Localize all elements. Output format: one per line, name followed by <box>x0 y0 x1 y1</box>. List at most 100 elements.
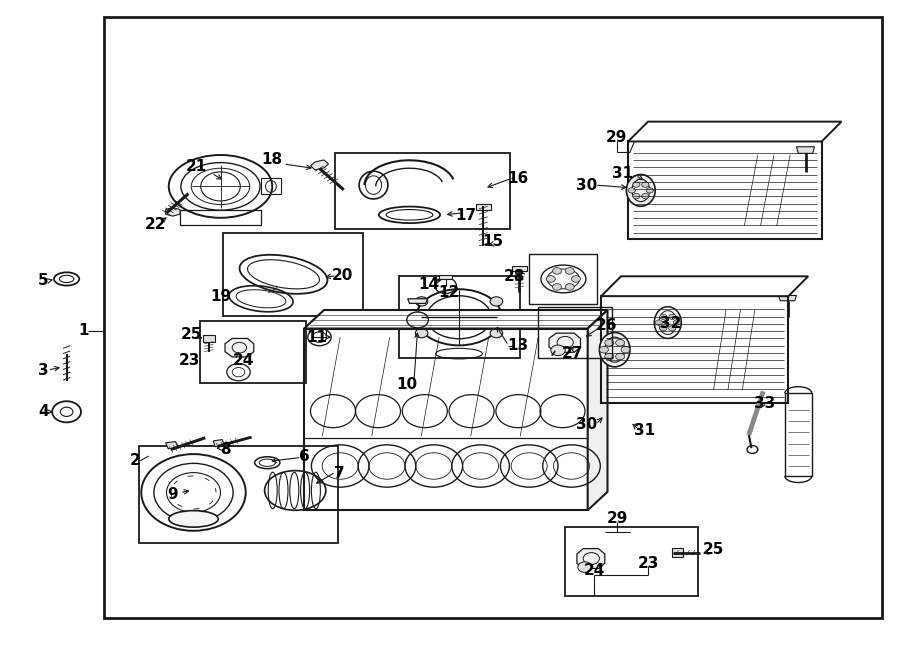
Bar <box>399 276 520 358</box>
Text: 18: 18 <box>261 153 283 167</box>
Circle shape <box>633 182 640 187</box>
Text: 13: 13 <box>507 338 528 353</box>
Text: 2: 2 <box>130 453 140 468</box>
Polygon shape <box>408 299 427 303</box>
Polygon shape <box>166 208 180 216</box>
Circle shape <box>605 353 614 360</box>
Text: 11: 11 <box>306 330 328 344</box>
Bar <box>785 393 812 476</box>
Circle shape <box>415 329 428 338</box>
Circle shape <box>669 326 676 331</box>
Text: 30: 30 <box>576 417 598 432</box>
Bar <box>180 210 261 225</box>
Text: 28: 28 <box>504 269 526 284</box>
Text: 9: 9 <box>167 487 178 502</box>
Ellipse shape <box>599 332 630 367</box>
Bar <box>223 233 363 316</box>
Text: 17: 17 <box>455 208 477 223</box>
Bar <box>200 321 306 383</box>
Circle shape <box>646 188 653 193</box>
Text: 26: 26 <box>596 318 617 332</box>
Text: 7: 7 <box>334 467 345 481</box>
Circle shape <box>642 182 649 187</box>
Text: 23: 23 <box>637 556 659 570</box>
Polygon shape <box>304 310 608 329</box>
Polygon shape <box>476 204 491 210</box>
Text: 33: 33 <box>754 396 776 410</box>
Ellipse shape <box>626 175 655 206</box>
Polygon shape <box>310 160 328 170</box>
Text: 30: 30 <box>576 178 598 192</box>
Text: 19: 19 <box>210 289 231 303</box>
Text: 22: 22 <box>145 217 166 232</box>
Text: 3: 3 <box>38 363 49 377</box>
Text: 4: 4 <box>38 405 49 419</box>
Text: 6: 6 <box>299 449 310 463</box>
Text: 25: 25 <box>181 327 202 342</box>
Text: 5: 5 <box>38 274 49 288</box>
Circle shape <box>551 345 565 356</box>
Text: 32: 32 <box>660 317 681 331</box>
Circle shape <box>642 194 649 199</box>
Circle shape <box>572 276 580 282</box>
Circle shape <box>599 346 608 353</box>
Bar <box>628 141 822 239</box>
Text: 16: 16 <box>507 171 528 186</box>
Text: 29: 29 <box>607 512 628 526</box>
Circle shape <box>491 329 503 338</box>
Bar <box>601 296 788 403</box>
Ellipse shape <box>654 307 681 338</box>
Text: 20: 20 <box>331 268 353 283</box>
Circle shape <box>660 326 667 331</box>
Circle shape <box>616 340 625 346</box>
Text: 23: 23 <box>178 353 200 368</box>
Text: 27: 27 <box>562 346 583 361</box>
Bar <box>304 329 588 510</box>
Polygon shape <box>166 442 178 449</box>
Circle shape <box>565 268 574 274</box>
Circle shape <box>491 297 503 306</box>
Text: 12: 12 <box>438 285 460 299</box>
Text: 8: 8 <box>220 442 230 457</box>
Circle shape <box>655 320 662 325</box>
Circle shape <box>605 340 614 346</box>
Text: 24: 24 <box>232 353 254 368</box>
Circle shape <box>578 562 592 572</box>
Bar <box>261 178 281 194</box>
Polygon shape <box>796 147 814 153</box>
Polygon shape <box>601 276 808 296</box>
Text: 14: 14 <box>418 277 439 292</box>
Bar <box>313 323 326 337</box>
Polygon shape <box>439 275 452 279</box>
Bar <box>529 254 597 304</box>
Text: 31: 31 <box>612 166 634 180</box>
Circle shape <box>616 353 625 360</box>
Text: 31: 31 <box>634 424 655 438</box>
Polygon shape <box>672 548 683 557</box>
Circle shape <box>673 320 680 325</box>
Polygon shape <box>202 335 215 342</box>
Polygon shape <box>778 295 796 301</box>
Circle shape <box>660 314 667 319</box>
Text: 15: 15 <box>482 235 504 249</box>
Bar <box>139 446 338 543</box>
Circle shape <box>546 276 555 282</box>
Text: 29: 29 <box>606 130 627 145</box>
Bar <box>538 307 612 358</box>
Polygon shape <box>549 333 580 352</box>
Circle shape <box>633 194 640 199</box>
Circle shape <box>565 284 574 290</box>
Bar <box>565 527 698 596</box>
Circle shape <box>669 314 676 319</box>
Text: 25: 25 <box>703 543 724 557</box>
Text: 24: 24 <box>583 563 605 578</box>
Circle shape <box>621 346 630 353</box>
Bar <box>104 17 882 618</box>
Circle shape <box>628 188 635 193</box>
Circle shape <box>553 268 562 274</box>
Circle shape <box>415 297 428 306</box>
Polygon shape <box>577 549 605 568</box>
Text: 21: 21 <box>185 159 207 174</box>
Text: 1: 1 <box>78 323 89 338</box>
Polygon shape <box>512 266 526 271</box>
